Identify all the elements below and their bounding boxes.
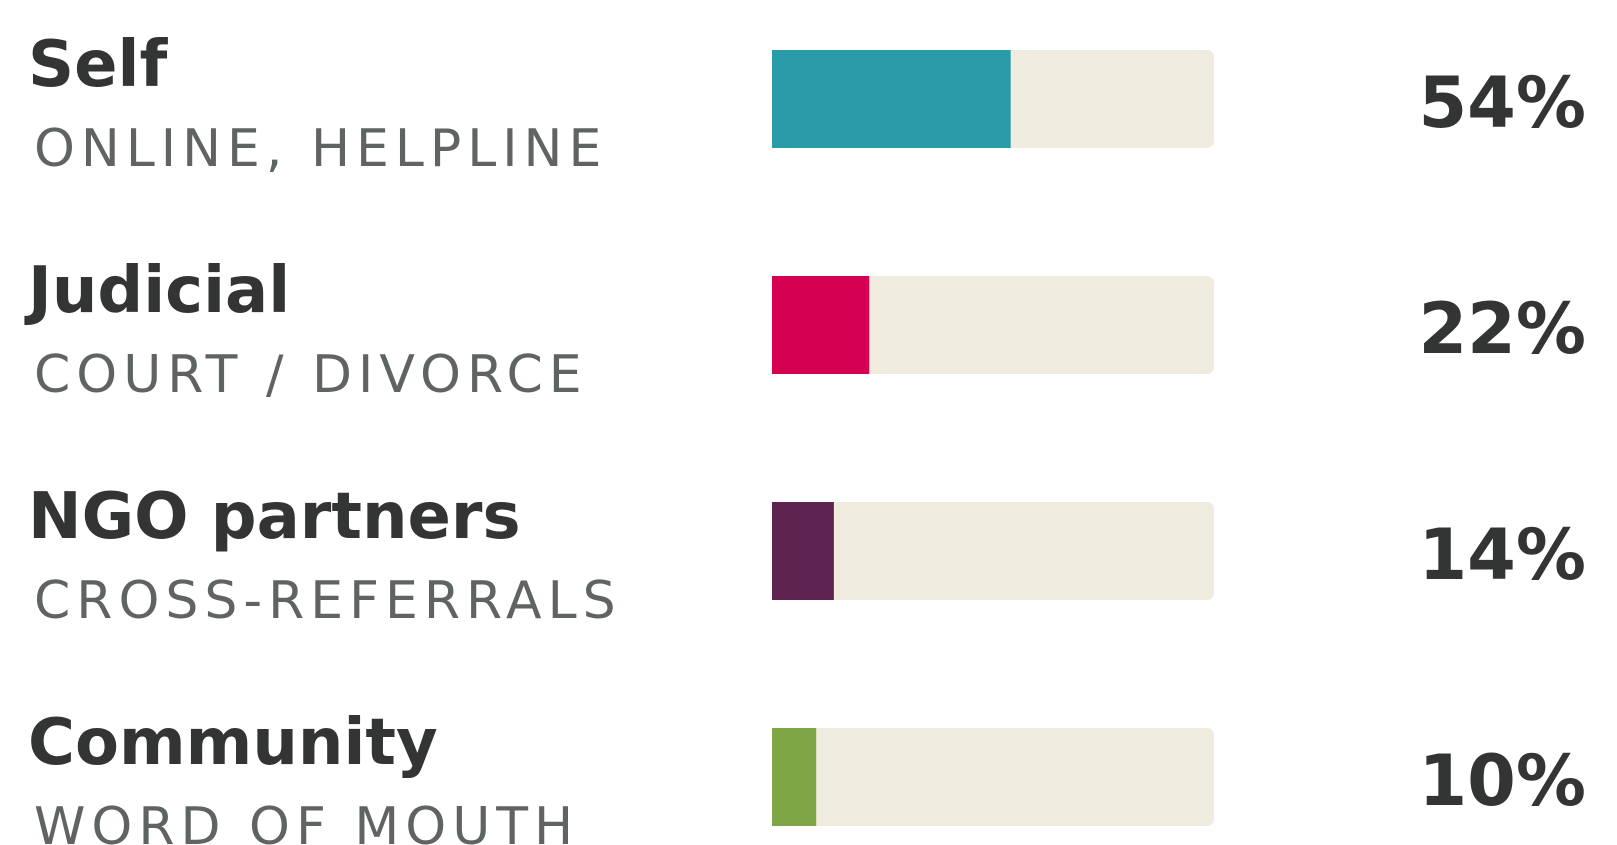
value-label: 54% <box>1418 62 1586 144</box>
category-label: NGO partners <box>28 480 521 554</box>
bar <box>772 728 817 826</box>
category-sublabel: COURT / DIVORCE <box>34 345 588 405</box>
bar-track <box>772 728 1214 826</box>
category-sublabel: WORD OF MOUTH <box>34 797 579 845</box>
bar <box>772 50 1011 148</box>
value-label: 10% <box>1418 740 1586 822</box>
bar-track <box>772 502 1214 600</box>
bar <box>772 502 834 600</box>
category-sublabel: CROSS-REFERRALS <box>34 571 622 631</box>
category-sublabel: ONLINE, HELPLINE <box>34 119 607 179</box>
category-label: Self <box>28 28 168 102</box>
value-label: 14% <box>1418 514 1586 596</box>
bar <box>772 276 870 374</box>
bar-track <box>772 276 1214 374</box>
value-label: 22% <box>1418 288 1586 370</box>
category-label: Community <box>28 706 438 780</box>
category-label: Judicial <box>24 254 290 328</box>
